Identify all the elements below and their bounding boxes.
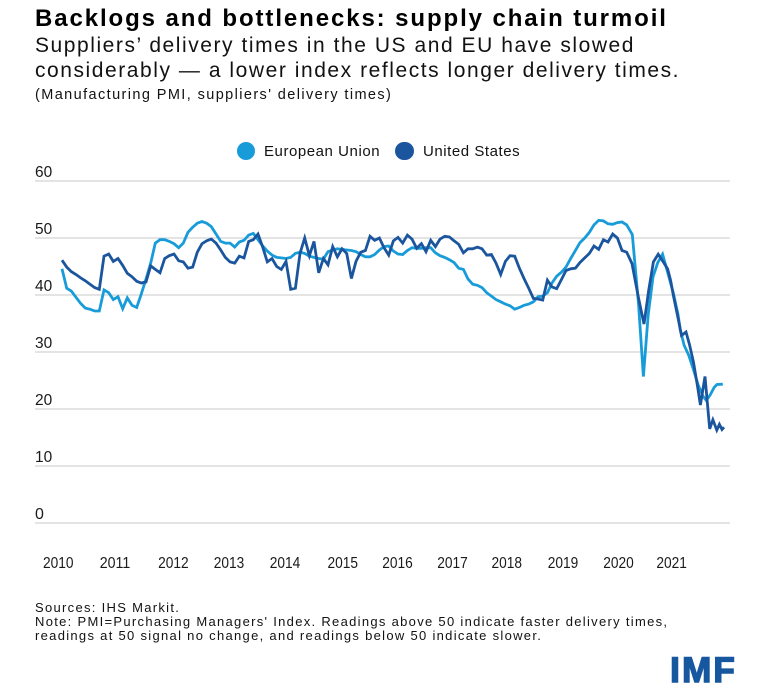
svg-text:30: 30 — [35, 335, 52, 352]
svg-text:20: 20 — [35, 392, 52, 409]
svg-text:10: 10 — [35, 449, 52, 466]
svg-text:2017: 2017 — [437, 555, 468, 572]
svg-text:2020: 2020 — [603, 555, 634, 572]
svg-text:2012: 2012 — [158, 555, 189, 572]
svg-text:2010: 2010 — [43, 555, 74, 572]
svg-text:2011: 2011 — [100, 555, 131, 572]
svg-text:2013: 2013 — [214, 555, 245, 572]
svg-text:60: 60 — [35, 164, 52, 181]
svg-text:2019: 2019 — [548, 555, 579, 572]
svg-text:2016: 2016 — [382, 555, 413, 572]
svg-text:0: 0 — [35, 506, 44, 523]
svg-text:2014: 2014 — [270, 555, 301, 572]
svg-text:50: 50 — [35, 221, 52, 238]
svg-text:2018: 2018 — [492, 555, 523, 572]
svg-text:2015: 2015 — [327, 555, 358, 572]
svg-text:2021: 2021 — [656, 555, 687, 572]
svg-text:40: 40 — [35, 278, 52, 295]
